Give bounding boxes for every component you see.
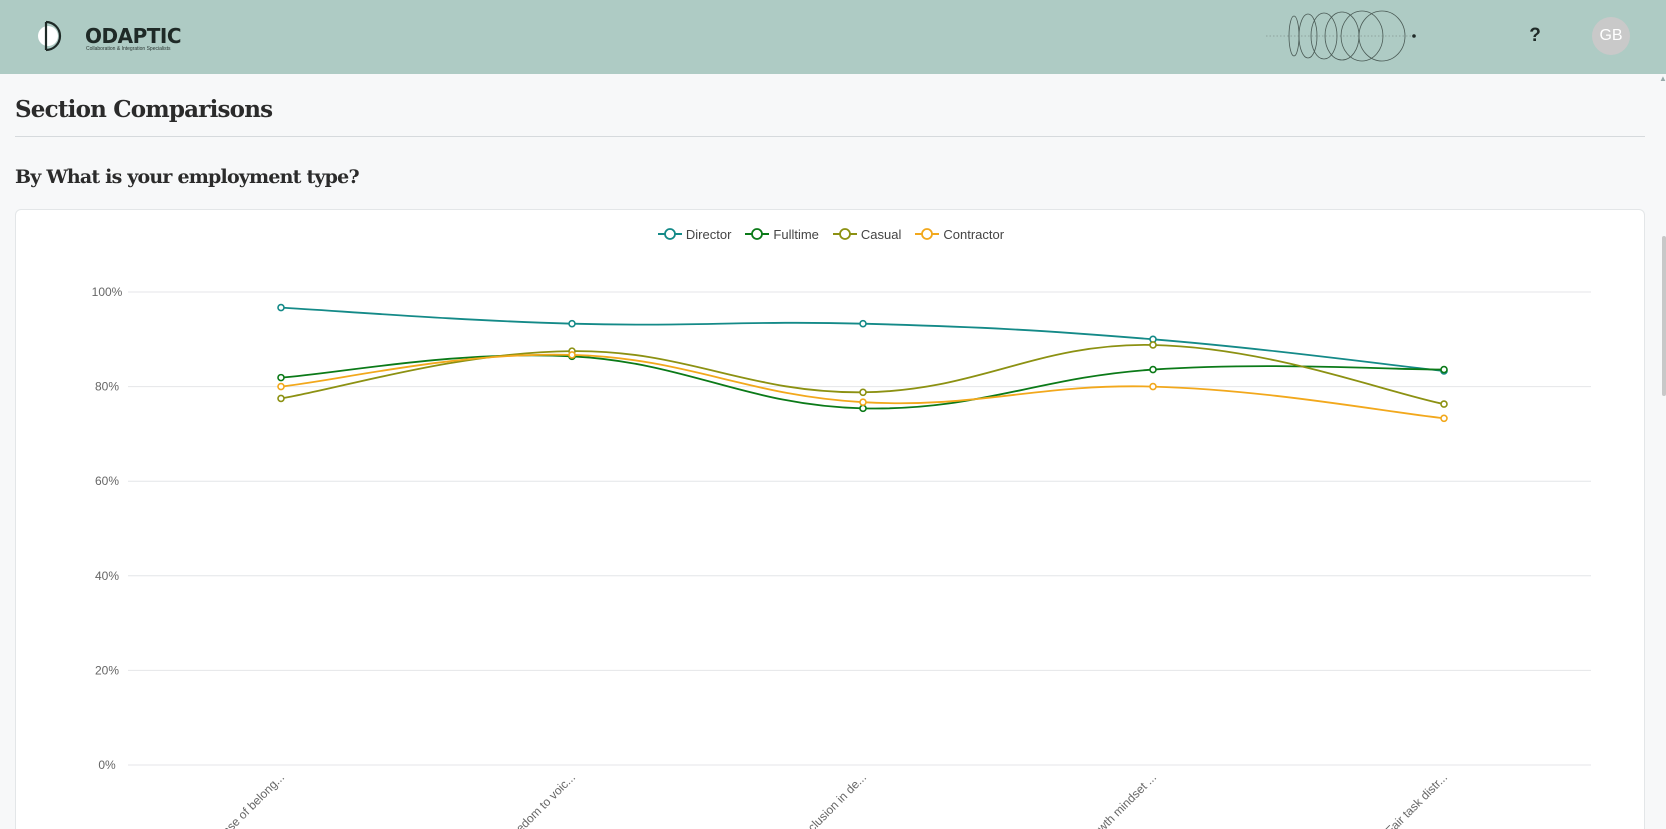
scrollbar-thumb[interactable] [1662,236,1666,396]
data-point [277,394,285,403]
logo-wordmark: ODAPTIC [85,24,182,48]
top-bar: ODAPTIC Collaboration & Integration Spec… [0,0,1666,74]
data-point [1440,414,1448,423]
odaptic-logo[interactable]: ODAPTIC Collaboration & Integration Spec… [36,18,186,56]
legend-item-fulltime[interactable]: Fulltime [745,224,819,244]
logo-mark-icon [38,20,62,52]
data-point [1149,365,1157,374]
rings-graphic-icon [1266,10,1416,62]
y-tick-label: 80% [95,380,119,394]
data-point [277,303,285,312]
section-divider [15,136,1645,137]
data-point [1149,341,1157,349]
legend-swatch-icon [657,228,682,240]
legend-swatch-icon [745,228,770,240]
data-point [859,388,867,397]
x-category-label: ...nse of belong... [212,770,287,829]
help-button[interactable]: ? [1529,25,1541,46]
x-category-label: ...nclusion in de... [793,770,869,829]
legend-item-contractor[interactable]: Contractor [915,224,1004,244]
section-title: Section Comparisons [15,96,273,123]
data-point [1440,400,1448,408]
data-point [568,351,576,359]
legend-item-director[interactable]: Director [657,224,732,244]
legend-swatch-icon [832,228,857,240]
data-point [277,382,285,391]
legend-label: Casual [860,226,902,242]
legend-item-casual[interactable]: Casual [832,224,902,244]
legend-label: Contractor [943,226,1005,242]
y-tick-label: 20% [95,663,119,677]
x-category-label: ...owth mindset ... [1083,770,1159,829]
legend-swatch-icon [915,228,940,240]
data-point [859,319,867,328]
subsection-title: By What is your employment type? [15,166,360,188]
legend-label: Director [685,226,732,242]
legend-label: Fulltime [773,226,819,242]
data-point [568,319,576,328]
data-point [277,373,285,382]
data-point [1440,365,1448,374]
chart-legend: Director Fulltime Casual Contractor [16,224,1644,244]
logo-tagline: Collaboration & Integration Specialists [86,46,171,52]
data-point [859,398,867,407]
x-category-label: Fair task distr... [1383,770,1450,829]
y-tick-label: 100% [92,285,123,299]
y-tick-label: 0% [98,758,116,772]
data-point [859,404,867,413]
x-category-label: ...eedom to voic... [501,770,578,829]
scroll-up-icon[interactable]: ▲ [1659,74,1666,83]
chart-card: 0% 20% 40% 60% 80% 100% ...nse of belong......… [15,209,1645,829]
data-point [1149,382,1157,391]
y-tick-label: 60% [95,474,119,488]
y-tick-label: 40% [95,569,119,583]
line-chart: 0% 20% 40% 60% 80% 100% ...nse of belong......… [92,285,1591,829]
user-avatar[interactable]: GB [1592,17,1630,55]
